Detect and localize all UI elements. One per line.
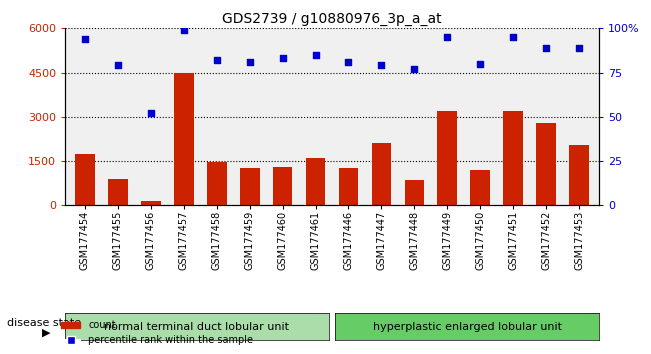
Bar	[404, 180, 424, 205]
Point	[277, 56, 288, 61]
Title: GDS2739 / g10880976_3p_a_at: GDS2739 / g10880976_3p_a_at	[222, 12, 442, 26]
Point	[212, 57, 222, 63]
Bar	[141, 201, 161, 205]
Bar	[372, 143, 391, 205]
Bar	[108, 179, 128, 205]
Bar	[240, 167, 260, 205]
Point	[178, 27, 189, 33]
Bar	[503, 111, 523, 205]
Text: hyperplastic enlarged lobular unit: hyperplastic enlarged lobular unit	[372, 321, 562, 332]
Bar	[536, 123, 556, 205]
Bar	[437, 111, 457, 205]
Point	[409, 66, 420, 72]
Point	[79, 36, 90, 42]
Bar	[471, 170, 490, 205]
Point	[574, 45, 585, 51]
Point	[541, 45, 551, 51]
Point	[343, 59, 353, 65]
Text: normal terminal duct lobular unit: normal terminal duct lobular unit	[104, 321, 290, 332]
Bar	[75, 154, 95, 205]
Point	[244, 59, 255, 65]
Bar	[339, 167, 358, 205]
Bar	[174, 73, 193, 205]
Point	[376, 63, 387, 68]
Legend: count, percentile rank within the sample: count, percentile rank within the sample	[57, 316, 257, 349]
Point	[508, 34, 518, 40]
Bar	[306, 158, 326, 205]
Point	[113, 63, 123, 68]
Point	[311, 52, 321, 58]
Point	[146, 110, 156, 116]
Bar	[569, 145, 589, 205]
Point	[475, 61, 486, 67]
Bar	[207, 162, 227, 205]
Text: disease state: disease state	[7, 318, 81, 328]
Text: ▶: ▶	[42, 328, 51, 338]
Bar	[273, 167, 292, 205]
Point	[442, 34, 452, 40]
